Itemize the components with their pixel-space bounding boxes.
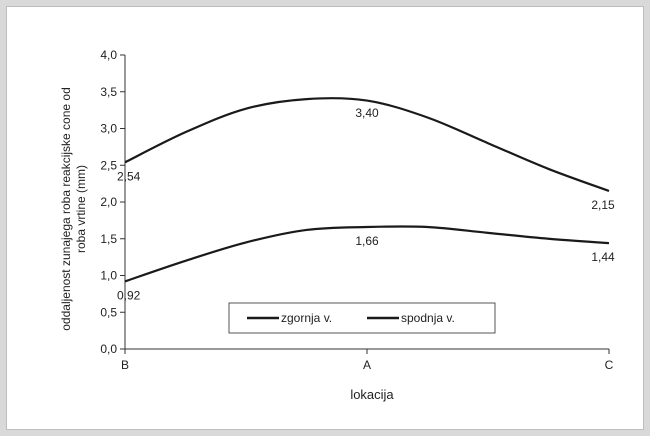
y-tick-label: 4,0 bbox=[100, 48, 117, 62]
x-axis-label: lokacija bbox=[350, 387, 394, 402]
x-tick-label: C bbox=[605, 358, 614, 372]
line-chart: 0,0 0,5 1,0 1,5 2,0 2,5 3,0 3,5 4,0 2,54 3,40 2,15… bbox=[59, 48, 615, 402]
y-axis-ticks: 0,0 0,5 1,0 1,5 2,0 2,5 3,0 3,5 4,0 bbox=[100, 48, 125, 356]
data-label: 1,66 bbox=[355, 234, 379, 248]
y-tick-label: 1,0 bbox=[100, 269, 117, 283]
series-line-zgornja bbox=[124, 97, 610, 193]
data-labels: 2,54 3,40 2,15 0,92 1,66 1,44 bbox=[117, 106, 615, 302]
x-tick-label: B bbox=[121, 358, 129, 372]
y-tick-label: 3,0 bbox=[100, 122, 117, 136]
data-label: 0,92 bbox=[117, 288, 141, 302]
legend-label-spodnja: spodnja v. bbox=[401, 311, 455, 325]
y-tick-label: 2,5 bbox=[100, 158, 117, 172]
legend: zgornja v. spodnja v. bbox=[228, 302, 496, 334]
data-label: 3,40 bbox=[355, 106, 379, 120]
chart-frame: 0,0 0,5 1,0 1,5 2,0 2,5 3,0 3,5 4,0 2,54 3,40 2,15… bbox=[6, 6, 644, 430]
y-tick-label: 0,5 bbox=[100, 305, 117, 319]
y-axis-label-line1: oddaljenost zunajega roba reakcijske con… bbox=[59, 87, 73, 331]
y-tick-label: 3,5 bbox=[100, 85, 117, 99]
series-line-spodnja bbox=[124, 225, 610, 283]
legend-label-zgornja: zgornja v. bbox=[281, 311, 332, 325]
data-label: 2,15 bbox=[591, 198, 615, 212]
y-axis-label-line2: roba vrtine (mm) bbox=[74, 165, 88, 253]
y-tick-label: 1,5 bbox=[100, 232, 117, 246]
series-lines bbox=[124, 97, 610, 283]
y-tick-label: 2,0 bbox=[100, 195, 117, 209]
y-tick-label: 0,0 bbox=[100, 342, 117, 356]
x-tick-label: A bbox=[363, 358, 371, 372]
data-label: 2,54 bbox=[117, 169, 141, 183]
data-label: 1,44 bbox=[591, 250, 615, 264]
